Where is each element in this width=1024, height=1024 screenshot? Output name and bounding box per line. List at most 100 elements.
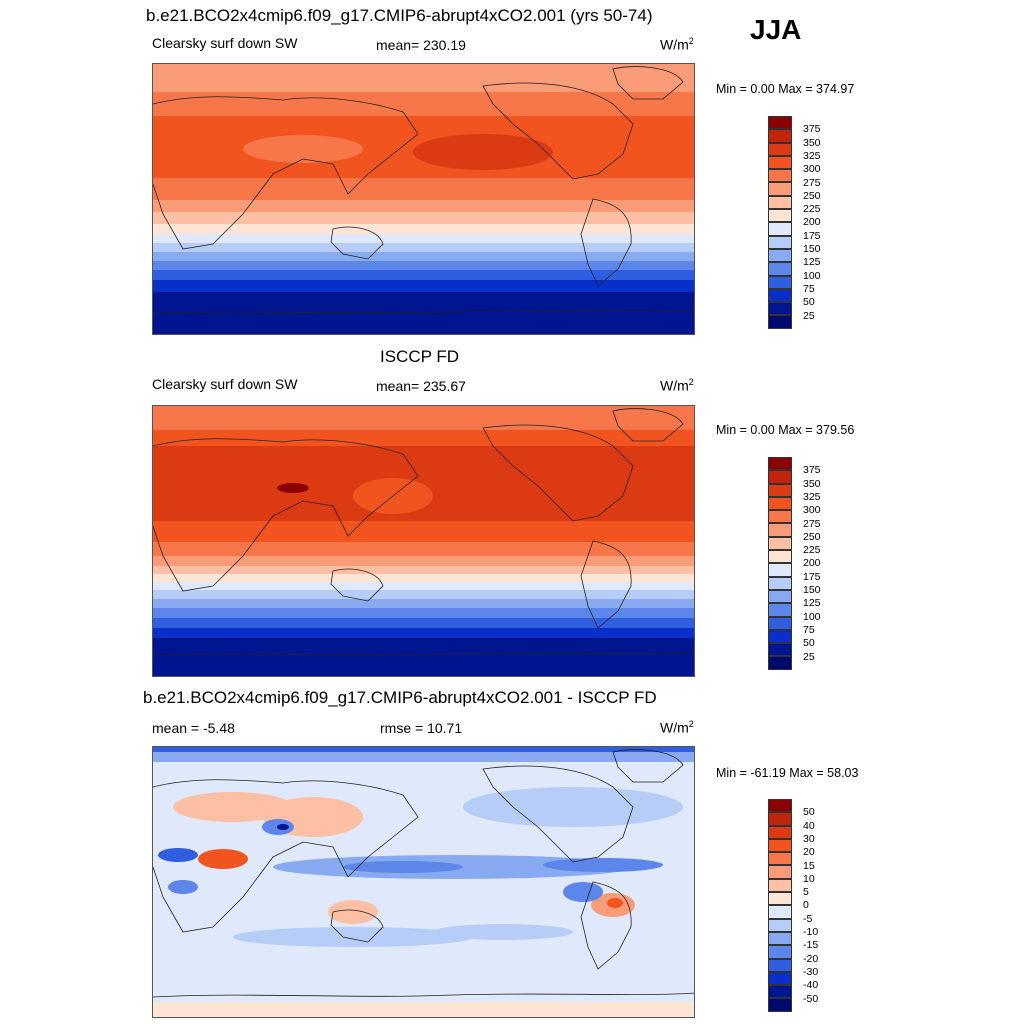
panel-2-map bbox=[152, 405, 695, 677]
colorbar-swatch bbox=[768, 302, 792, 316]
colorbar-tick-label: 375 bbox=[803, 464, 821, 477]
colorbar-tick-label: 225 bbox=[803, 544, 821, 557]
colorbar-swatch bbox=[768, 852, 792, 866]
colorbar-tick-label: 75 bbox=[803, 282, 815, 295]
colorbar-swatch bbox=[768, 209, 792, 223]
colorbar-swatch bbox=[768, 825, 792, 839]
colorbar-swatch bbox=[768, 629, 792, 644]
colorbar-tick-label: -40 bbox=[803, 979, 819, 992]
panel-1-mean-label: mean= 230.19 bbox=[376, 37, 466, 53]
colorbar-tick-label: 275 bbox=[803, 517, 821, 530]
panel-1-colorbar bbox=[768, 116, 792, 329]
panel-2-variable-label: Clearsky surf down SW bbox=[152, 376, 298, 392]
colorbar-tick-label: -5 bbox=[803, 912, 813, 925]
colorbar-swatch bbox=[768, 129, 792, 143]
colorbar-tick-label: 350 bbox=[803, 477, 821, 490]
colorbar-swatch bbox=[768, 838, 792, 853]
colorbar-tick-label: 125 bbox=[803, 597, 821, 610]
colorbar-swatch bbox=[768, 248, 792, 263]
colorbar-tick-label: 30 bbox=[803, 832, 815, 845]
colorbar-tick-label: 100 bbox=[803, 269, 821, 282]
colorbar-swatch bbox=[768, 470, 792, 484]
colorbar-swatch bbox=[768, 182, 792, 196]
colorbar-tick-label: 5 bbox=[803, 886, 809, 899]
colorbar-tick-label: 175 bbox=[803, 229, 821, 242]
panel-2-minmax: Min = 0.00 Max = 379.56 bbox=[716, 423, 855, 437]
colorbar-swatch bbox=[768, 116, 792, 130]
colorbar-tick-label: 300 bbox=[803, 504, 821, 517]
panel-1-title: b.e21.BCO2x4cmip6.f09_g17.CMIP6-abrupt4x… bbox=[146, 6, 653, 25]
panel-3-map bbox=[152, 746, 695, 1018]
panel-2-colorbar bbox=[768, 457, 792, 670]
colorbar-swatch bbox=[768, 536, 792, 551]
colorbar-swatch bbox=[768, 945, 792, 959]
colorbar-tick-label: 250 bbox=[803, 189, 821, 202]
panel-1-variable-label: Clearsky surf down SW bbox=[152, 35, 298, 51]
colorbar-swatch bbox=[768, 222, 792, 236]
colorbar-swatch bbox=[768, 878, 792, 893]
colorbar-swatch bbox=[768, 643, 792, 657]
colorbar-swatch bbox=[768, 142, 792, 156]
panel-3-units-label: W/m2 bbox=[660, 719, 694, 736]
colorbar-swatch bbox=[768, 998, 792, 1012]
colorbar-tick-label: 275 bbox=[803, 176, 821, 189]
colorbar-tick-label: 200 bbox=[803, 216, 821, 229]
colorbar-swatch bbox=[768, 510, 792, 524]
colorbar-tick-label: 25 bbox=[803, 650, 815, 663]
colorbar-swatch bbox=[768, 235, 792, 249]
colorbar-tick-label: 50 bbox=[803, 637, 815, 650]
colorbar-swatch bbox=[768, 195, 792, 210]
colorbar-tick-label: 225 bbox=[803, 203, 821, 216]
colorbar-swatch bbox=[768, 656, 792, 670]
colorbar-tick-label: 350 bbox=[803, 136, 821, 149]
colorbar-tick-label: 15 bbox=[803, 859, 815, 872]
colorbar-tick-label: -15 bbox=[803, 939, 819, 952]
colorbar-swatch bbox=[768, 496, 792, 511]
colorbar-swatch bbox=[768, 918, 792, 932]
colorbar-tick-label: 10 bbox=[803, 872, 815, 885]
colorbar-swatch bbox=[768, 576, 792, 590]
colorbar-swatch bbox=[768, 563, 792, 577]
panel-3-title: b.e21.BCO2x4cmip6.f09_g17.CMIP6-abrupt4x… bbox=[143, 688, 657, 707]
panel-3-colorbar bbox=[768, 799, 792, 1012]
colorbar-swatch bbox=[768, 523, 792, 537]
panel-3-rmse-label: rmse = 10.71 bbox=[380, 720, 463, 736]
colorbar-tick-label: 0 bbox=[803, 899, 809, 912]
panel-2-mean-label: mean= 235.67 bbox=[376, 378, 466, 394]
colorbar-tick-label: 40 bbox=[803, 819, 815, 832]
colorbar-swatch bbox=[768, 971, 792, 986]
colorbar-tick-label: 325 bbox=[803, 149, 821, 162]
colorbar-swatch bbox=[768, 931, 792, 946]
colorbar-swatch bbox=[768, 483, 792, 497]
colorbar-tick-label: 375 bbox=[803, 123, 821, 136]
colorbar-tick-label: 100 bbox=[803, 610, 821, 623]
colorbar-swatch bbox=[768, 958, 792, 972]
colorbar-tick-label: 150 bbox=[803, 243, 821, 255]
colorbar-swatch bbox=[768, 169, 792, 183]
colorbar-swatch bbox=[768, 155, 792, 170]
colorbar-tick-label: 20 bbox=[803, 846, 815, 859]
colorbar-swatch bbox=[768, 616, 792, 630]
colorbar-tick-label: 125 bbox=[803, 256, 821, 269]
colorbar-swatch bbox=[768, 892, 792, 906]
colorbar-swatch bbox=[768, 457, 792, 471]
colorbar-tick-label: 25 bbox=[803, 309, 815, 322]
panel-3-mean-label: mean = -5.48 bbox=[152, 720, 235, 736]
colorbar-swatch bbox=[768, 865, 792, 879]
colorbar-swatch bbox=[768, 985, 792, 999]
colorbar-swatch bbox=[768, 603, 792, 617]
panel-2-title: ISCCP FD bbox=[380, 347, 460, 366]
colorbar-tick-label: 200 bbox=[803, 557, 821, 570]
colorbar-swatch bbox=[768, 275, 792, 289]
colorbar-swatch bbox=[768, 550, 792, 564]
panel-1-units-label: W/m2 bbox=[660, 36, 694, 53]
panel-1-map bbox=[152, 63, 695, 335]
colorbar-tick-label: 50 bbox=[803, 296, 815, 309]
colorbar-swatch bbox=[768, 262, 792, 276]
panel-2-units-label: W/m2 bbox=[660, 377, 694, 394]
colorbar-tick-label: -10 bbox=[803, 926, 819, 938]
colorbar-tick-label: 175 bbox=[803, 570, 821, 583]
colorbar-tick-label: -30 bbox=[803, 965, 819, 978]
colorbar-swatch bbox=[768, 288, 792, 303]
colorbar-swatch bbox=[768, 589, 792, 604]
